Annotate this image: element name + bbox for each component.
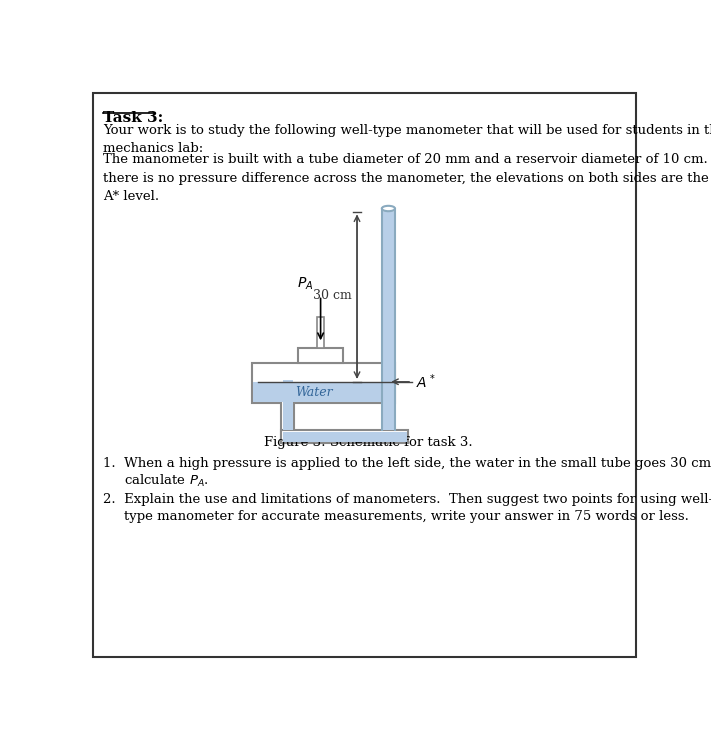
Text: Figure 3: Schematic for task 3.: Figure 3: Schematic for task 3. — [264, 436, 472, 450]
Text: $A^*$: $A^*$ — [416, 372, 435, 391]
Bar — [252, 363, 395, 403]
Bar — [317, 317, 324, 348]
Bar — [253, 382, 393, 402]
Bar — [298, 348, 343, 363]
Text: The manometer is built with a tube diameter of 20 mm and a reservoir diameter of: The manometer is built with a tube diame… — [103, 153, 711, 203]
Bar — [281, 430, 408, 444]
Bar — [283, 380, 293, 430]
Text: $P_A$: $P_A$ — [297, 276, 314, 293]
Bar — [383, 212, 394, 430]
Bar — [281, 400, 294, 444]
Text: 30 cm: 30 cm — [313, 288, 352, 302]
Text: 1.  When a high pressure is applied to the left side, the water in the small tub: 1. When a high pressure is applied to th… — [103, 457, 711, 470]
Bar — [283, 432, 407, 442]
Text: Task 3:: Task 3: — [103, 111, 163, 125]
Text: Water: Water — [295, 386, 333, 399]
Text: type manometer for accurate measurements, write your answer in 75 words or less.: type manometer for accurate measurements… — [124, 510, 689, 522]
Text: 2.  Explain the use and limitations of manometers.  Then suggest two points for : 2. Explain the use and limitations of ma… — [103, 493, 711, 507]
Bar — [382, 209, 395, 430]
Text: calculate $P_A$.: calculate $P_A$. — [124, 473, 208, 490]
Text: Your work is to study the following well-type manometer that will be used for st: Your work is to study the following well… — [103, 124, 711, 155]
Ellipse shape — [382, 206, 395, 211]
